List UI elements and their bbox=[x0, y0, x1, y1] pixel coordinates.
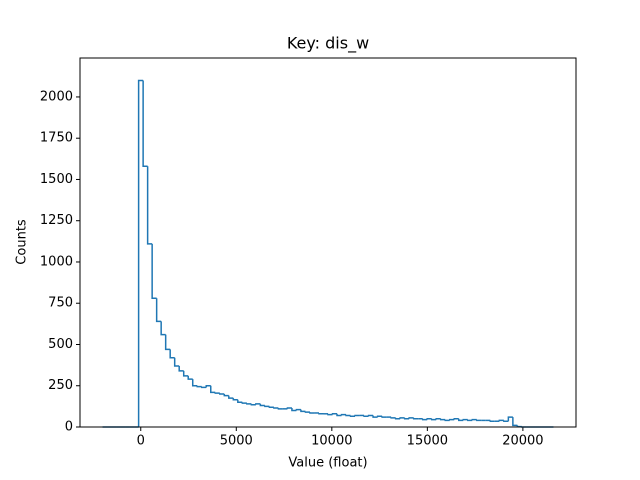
histogram-step bbox=[354, 414, 360, 417]
y-tick-label: 1250 bbox=[40, 213, 73, 228]
y-axis-label: Counts bbox=[15, 219, 30, 265]
histogram-step bbox=[476, 419, 482, 422]
histogram-step bbox=[340, 413, 347, 416]
histogram-step bbox=[164, 334, 171, 351]
histogram-step bbox=[408, 417, 414, 419]
histogram-step bbox=[462, 418, 468, 421]
histogram-step bbox=[376, 415, 383, 418]
histogram-step bbox=[471, 418, 477, 421]
histogram-step bbox=[444, 419, 450, 422]
x-tick-label: 5000 bbox=[220, 434, 253, 449]
histogram-step bbox=[467, 419, 473, 422]
y-tick-label: 250 bbox=[48, 378, 73, 393]
histogram-step bbox=[430, 418, 437, 421]
histogram-step bbox=[516, 425, 522, 428]
histogram-step bbox=[237, 399, 243, 403]
histogram-step bbox=[295, 408, 301, 411]
histogram-step bbox=[345, 414, 351, 417]
histogram-step bbox=[390, 417, 396, 419]
histogram-step bbox=[394, 417, 401, 420]
x-tick-label: 20000 bbox=[502, 434, 543, 449]
y-tick-label: 750 bbox=[48, 296, 73, 311]
histogram-step bbox=[300, 409, 306, 413]
histogram-step bbox=[403, 417, 410, 420]
histogram-step bbox=[489, 420, 495, 422]
histogram-step bbox=[142, 80, 148, 168]
histogram-step bbox=[458, 418, 464, 422]
histogram-step bbox=[214, 392, 220, 394]
histogram-step bbox=[178, 365, 184, 372]
histogram-step bbox=[187, 375, 193, 380]
histogram-step bbox=[196, 385, 202, 388]
histogram-step bbox=[160, 321, 166, 336]
histogram-step bbox=[291, 408, 297, 412]
histogram-step bbox=[246, 403, 252, 405]
histogram-step bbox=[363, 415, 369, 418]
histogram-step bbox=[191, 379, 198, 387]
histogram-step bbox=[512, 417, 518, 427]
y-tick-label: 1000 bbox=[40, 254, 73, 269]
histogram-step bbox=[137, 79, 144, 427]
plot-frame bbox=[79, 57, 577, 428]
histogram-step bbox=[146, 166, 153, 245]
histogram-step bbox=[507, 416, 513, 422]
histogram-step bbox=[327, 413, 333, 416]
histogram-step bbox=[421, 418, 428, 421]
histogram-step bbox=[286, 407, 292, 409]
x-tick-label: 0 bbox=[137, 434, 145, 449]
histogram-step bbox=[169, 349, 175, 359]
histogram-step bbox=[151, 243, 157, 300]
histogram-step bbox=[399, 417, 405, 419]
x-tick-label: 10000 bbox=[311, 434, 352, 449]
histogram-step bbox=[205, 384, 211, 388]
chart-title: Key: dis_w bbox=[287, 34, 369, 54]
y-tick-label: 500 bbox=[48, 337, 73, 352]
histogram-step bbox=[173, 357, 180, 367]
histogram-step bbox=[453, 417, 459, 420]
histogram-step bbox=[255, 403, 261, 405]
histogram-step bbox=[264, 405, 270, 408]
y-tick-label: 2000 bbox=[40, 89, 73, 104]
histogram-step bbox=[331, 413, 338, 415]
y-tick-label: 0 bbox=[65, 420, 73, 435]
histogram-step bbox=[439, 418, 446, 421]
histogram-step bbox=[498, 419, 504, 422]
histogram-step bbox=[349, 415, 356, 418]
histogram-step bbox=[268, 406, 274, 408]
histogram-step bbox=[412, 417, 419, 420]
histogram-step bbox=[318, 412, 324, 415]
histogram-step bbox=[448, 418, 455, 421]
histogram-step bbox=[259, 403, 265, 407]
x-tick-label: 15000 bbox=[407, 434, 448, 449]
histogram-step bbox=[273, 407, 279, 409]
histogram-step bbox=[381, 416, 387, 418]
histogram-step bbox=[304, 411, 310, 413]
histogram-step bbox=[367, 414, 374, 417]
histogram-step bbox=[232, 398, 238, 401]
histogram-step bbox=[210, 385, 216, 394]
x-axis-label: Value (float) bbox=[288, 456, 367, 471]
y-tick-label: 1500 bbox=[40, 172, 73, 187]
histogram-step bbox=[372, 415, 378, 418]
histogram-step bbox=[336, 413, 342, 417]
histogram-step bbox=[250, 403, 256, 406]
histogram-step bbox=[219, 393, 225, 395]
histogram-step bbox=[228, 395, 234, 399]
y-tick-label: 1750 bbox=[40, 131, 73, 146]
histogram-step bbox=[426, 417, 432, 420]
histogram-step bbox=[503, 420, 509, 422]
histogram-step bbox=[309, 412, 315, 414]
histogram-step bbox=[182, 370, 189, 377]
histogram-step bbox=[200, 386, 207, 389]
histogram-step bbox=[155, 298, 162, 323]
histogram-step bbox=[223, 393, 229, 397]
histogram-step bbox=[435, 417, 441, 420]
histogram-step bbox=[277, 408, 283, 410]
histogram-step bbox=[241, 402, 247, 404]
